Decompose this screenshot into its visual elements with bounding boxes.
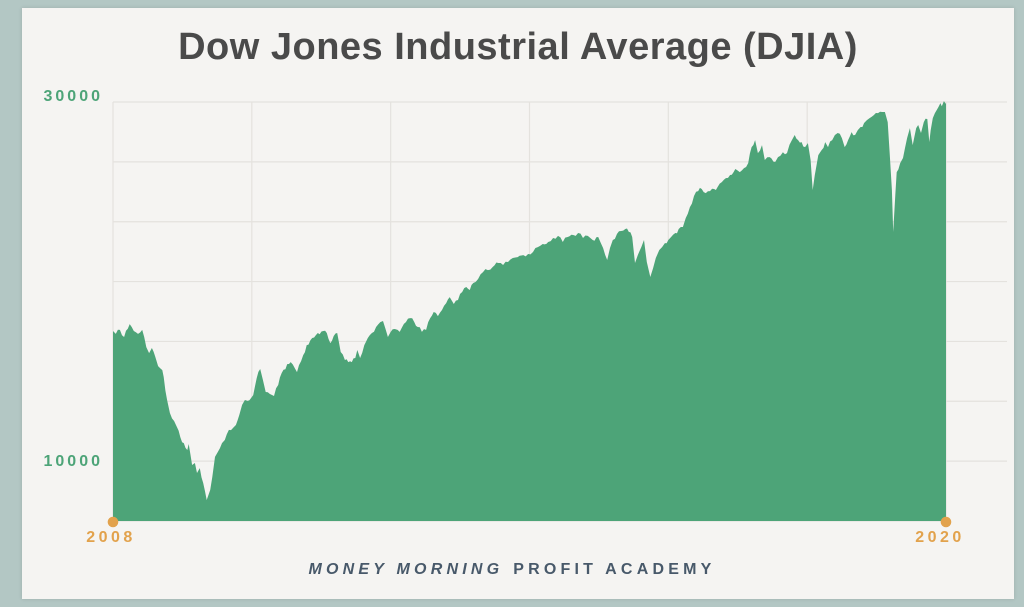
area-series-djia	[113, 101, 946, 521]
footer-branding: MONEY MORNING PROFIT ACADEMY	[22, 561, 1002, 579]
y-axis-label-30000: 30000	[43, 88, 103, 105]
brand-suffix: PROFIT ACADEMY	[513, 561, 716, 578]
chart-title: Dow Jones Industrial Average (DJIA)	[178, 26, 858, 68]
axis-marker-dot	[940, 516, 952, 528]
brand-name-italic: MONEY MORNING	[308, 561, 504, 578]
x-axis-label-2020: 2020	[915, 529, 965, 546]
y-axis-label-10000: 10000	[43, 453, 103, 470]
x-axis-label-2008: 2008	[86, 529, 136, 546]
axis-marker-dot	[107, 516, 119, 528]
